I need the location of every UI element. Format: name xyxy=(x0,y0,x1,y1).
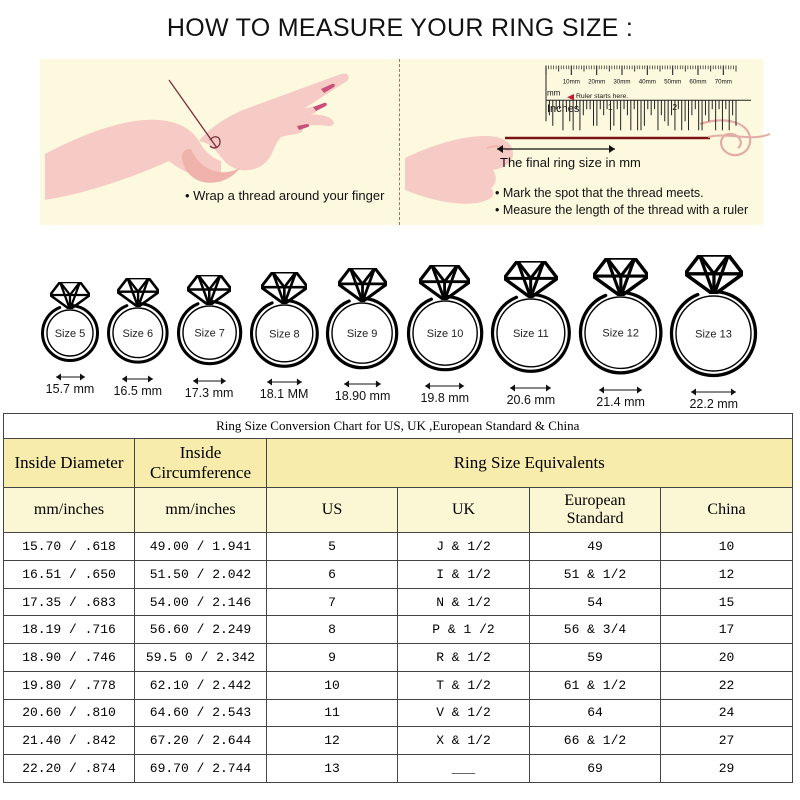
svg-text:Size 11: Size 11 xyxy=(513,328,549,340)
svg-text:Size 8: Size 8 xyxy=(269,328,300,340)
svg-text:Size 10: Size 10 xyxy=(426,328,463,340)
svg-text:Size 12: Size 12 xyxy=(602,328,639,340)
svg-text:Size 9: Size 9 xyxy=(347,328,378,340)
svg-text:Size 13: Size 13 xyxy=(695,328,732,340)
svg-text:Size 7: Size 7 xyxy=(194,328,225,340)
svg-text:Size 6: Size 6 xyxy=(123,328,154,340)
svg-text:Size 5: Size 5 xyxy=(55,328,86,340)
